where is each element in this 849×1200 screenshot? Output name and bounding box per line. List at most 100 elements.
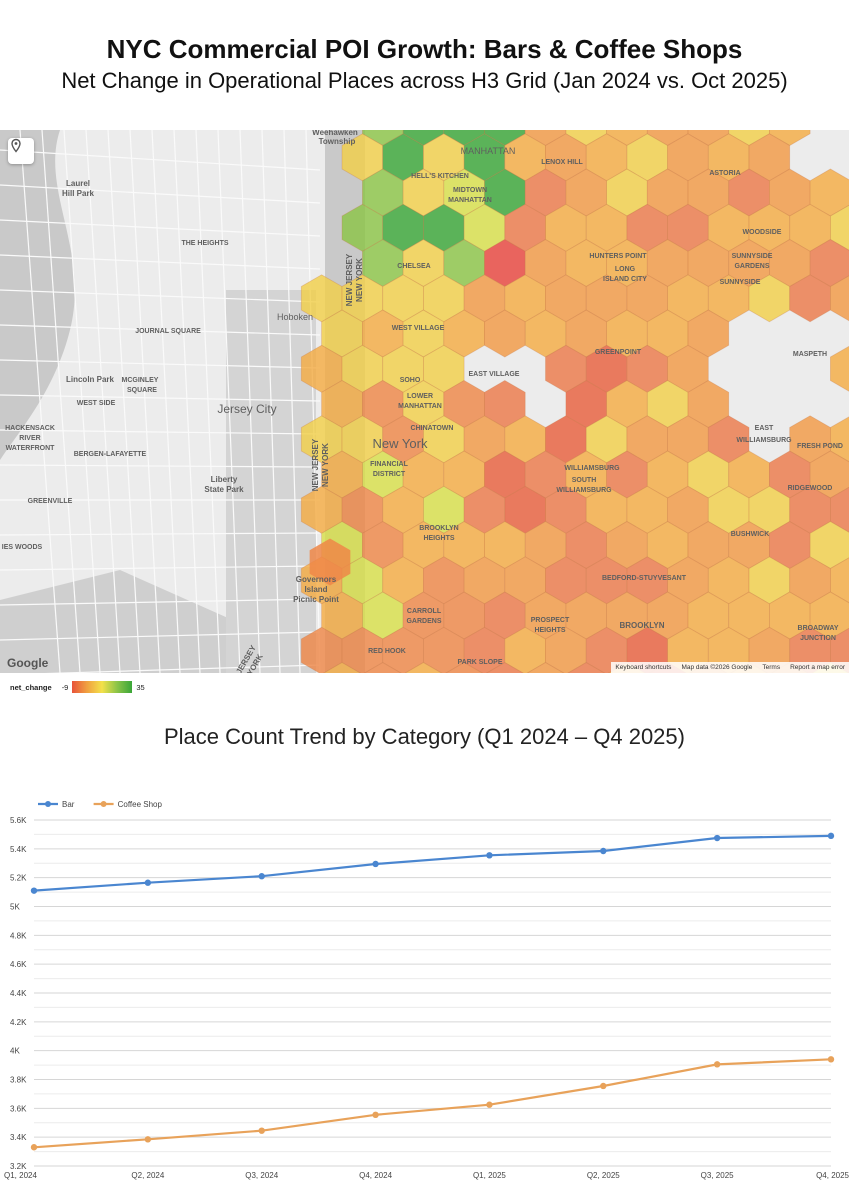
map-label: MIDTOWN [453,187,487,194]
report-subtitle: Net Change in Operational Places across … [61,68,788,93]
map-label: HEIGHTS [534,627,565,634]
data-point[interactable] [30,1144,38,1151]
map-label: Island [304,585,327,594]
data-point[interactable] [713,834,721,842]
data-point[interactable] [144,1136,152,1143]
h3-hex-cell[interactable] [830,204,849,251]
h3-hex-cell[interactable] [830,416,849,463]
y-tick-label: 3.4K [10,1133,27,1142]
x-tick-label: Q3, 2024 [245,1171,278,1180]
data-point[interactable] [258,1127,265,1134]
map-label: Liberty [211,475,238,484]
map-legend: net_change -9 35 [10,680,145,694]
x-tick-label: Q1, 2025 [473,1171,506,1180]
map-label: Hoboken [277,312,313,322]
h3-hex-cell[interactable] [830,275,849,322]
y-tick-label: 4.2K [10,1018,27,1027]
legend-gradient [72,681,133,693]
h3-hex-cell[interactable] [485,662,526,674]
location-button[interactable] [8,138,34,164]
map-label: BROADWAY [798,625,839,632]
map-label: EAST [755,425,774,432]
x-tick-label: Q4, 2024 [359,1171,392,1180]
h3-hex-cell[interactable] [444,662,485,674]
legend-swatch-dot [45,801,51,807]
h3-hex-cell[interactable] [830,627,849,673]
map-label: FINANCIAL [370,461,408,468]
x-tick-label: Q2, 2024 [131,1171,164,1180]
street-grid [0,130,321,673]
map-label: Jersey City [217,402,276,416]
x-tick-label: Q4, 2025 [816,1171,849,1180]
map-label: JUNCTION [800,635,836,642]
map-label: SQUARE [127,387,157,394]
hex-map[interactable]: Weehawken Township MANHATTAN LENOX HILL HELL… [0,130,849,673]
map-label: BROOKLYN [619,621,664,630]
line-chart: 3.2K 3.4K 3.6K 3.8K 4K 4.2K 4.4K 4.6K 4.8K 5K 5.2K… [4,800,849,1180]
map-label: Township [319,137,356,146]
h3-hex-cell[interactable] [830,557,849,604]
map-label: NEW YORK [355,258,364,302]
data-point[interactable] [372,860,379,868]
h3-hex-cell[interactable] [322,662,363,674]
map-label: RIDGEWOOD [788,485,833,492]
map-label: RIVER [19,435,40,442]
x-tick-label: Q1, 2024 [4,1171,37,1180]
h3-hex-cell[interactable] [525,662,566,674]
series-line [33,834,832,892]
map-label: DISTRICT [373,471,406,478]
map-label: SOHO [400,377,421,384]
map-label: Governors [296,575,337,584]
map-label: NEW YORK [321,443,330,487]
y-tick-label: 5K [10,903,20,912]
report-title: NYC Commercial POI Growth: Bars & Coffee… [106,34,743,64]
data-point[interactable] [372,1111,379,1119]
map-label: HELL'S KITCHEN [411,173,469,180]
map-label: LONG [615,266,636,273]
map-label: LOWER [407,393,433,400]
data-point[interactable] [827,832,835,840]
h3-hex-cell[interactable] [362,662,403,674]
keyboard-shortcuts-link[interactable]: Keyboard shortcuts [615,664,672,671]
map-label: LENOX HILL [541,159,583,166]
legend-label: Coffee Shop [118,800,163,809]
y-tick-label: 5.6K [10,816,27,825]
data-point[interactable] [486,1101,493,1108]
legend-max: 35 [136,682,145,692]
data-point[interactable] [144,879,152,886]
h3-hex-cell[interactable] [566,662,607,674]
y-tick-label: 3.8K [10,1076,27,1085]
h3-hex-cell[interactable] [403,662,444,674]
y-tick-label: 3.2K [10,1162,27,1171]
map-label: WILLIAMSBURG [556,487,612,494]
hex-layer [300,130,849,674]
legend-swatch-dot [100,801,107,807]
map-label: WEST SIDE [77,400,116,407]
map-label: MCGINLEY [122,377,159,384]
data-point[interactable] [827,1056,835,1063]
report-error-link[interactable]: Report a map error [790,664,845,671]
map-label: HEIGHTS [423,535,454,542]
data-point[interactable] [713,1061,721,1068]
terms-link[interactable]: Terms [762,664,781,671]
data-point[interactable] [30,887,38,894]
h3-hex-cell[interactable] [309,538,351,586]
map-label: Weehawken [312,130,358,137]
h3-hex-cell[interactable] [830,486,849,533]
data-point[interactable] [600,847,607,855]
map-label: BUSHWICK [731,531,770,538]
chart-grid [34,819,831,1167]
map-label: State Park [204,485,244,494]
map-label: JOURNAL SQUARE [135,328,201,335]
chart-title: Place Count Trend by Category (Q1 2024 –… [164,724,685,749]
map-label: IES WOODS [2,544,43,551]
series-coffee-shop [30,1056,835,1151]
map-label: MANHATTAN [398,403,442,410]
map-label: GARDENS [734,263,769,270]
data-point[interactable] [258,873,265,880]
data-point[interactable] [486,852,493,859]
h3-hex-cell[interactable] [830,345,849,392]
map-label: BERGEN-LAFAYETTE [74,451,147,458]
data-point[interactable] [600,1082,607,1090]
